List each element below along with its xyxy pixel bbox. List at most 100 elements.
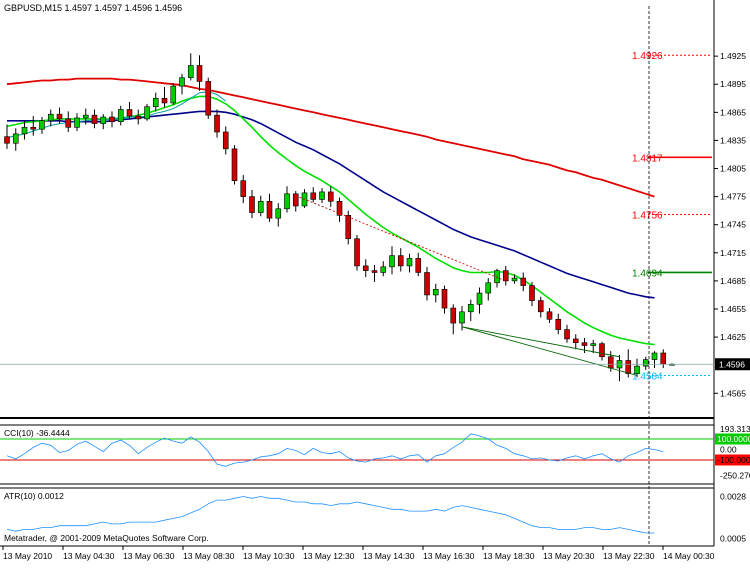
time-tick-label: 13 May 10:30 [243,551,295,561]
bull-candle [511,277,518,282]
candles-group [4,53,675,382]
bear-candle [625,360,632,374]
bear-candle [336,200,343,216]
bear-candle [109,116,115,122]
price-tick-label: 1.4775 [720,192,746,202]
bear-candle [266,200,273,219]
price-tick-label: 1.4805 [720,164,746,174]
bear-candle [529,285,535,301]
bear-candle [135,115,142,120]
ma-50-line [7,110,655,299]
bull-candle [634,365,640,374]
bull-candle [152,97,159,108]
fibo-level-label: 1.4694 [632,268,663,279]
bear-candle [249,196,255,213]
bear-candle [362,265,369,271]
fibo-group: 1.4926 1.4817 1.4756 1.4694 1.4584 [632,6,712,546]
bear-candle [222,131,229,150]
bull-candle [117,109,124,122]
bear-candle [371,270,378,273]
fibo-level-label: 1.4584 [632,371,663,382]
price-tick-label: 1.4835 [720,135,746,145]
time-tick-label: 13 May 2010 [3,551,52,561]
cci-level-box [715,454,750,466]
bull-candle [485,282,492,294]
bull-candle [144,106,150,120]
cci-line [6,433,664,467]
trend-line [295,195,506,282]
bull-candle [389,255,395,268]
price-axis-group: 1.4925 1.4895 1.4865 1.4835 1.4805 1.4775 1.47… [0,51,750,398]
bear-candle [91,114,98,124]
symbol-label: GBPUSD,M15 1.4597 1.4597 1.4596 1.4596 [4,3,182,13]
bull-candle [590,343,597,346]
bull-candle [432,289,439,296]
bull-candle [406,258,413,267]
bear-candle [520,277,527,286]
bear-candle [450,307,457,324]
bull-candle [467,304,474,313]
atr-group: 0.0028 0.0005 [6,491,746,544]
bull-candle [459,311,465,324]
fibo-level-label: 1.4756 [632,210,663,221]
bear-candle [292,193,299,207]
price-tick-label: 1.4685 [720,276,746,286]
bull-candle [100,116,107,124]
bear-candle [424,272,430,296]
time-tick-label: 13 May 04:30 [63,551,115,561]
bear-candle [345,215,352,240]
time-tick-label: 13 May 12:30 [303,551,355,561]
ma-200-line [6,77,655,198]
bull-candle [12,133,19,144]
atr-tick-label: 0.0005 [720,534,746,544]
bear-candle [415,258,422,273]
bear-candle [397,255,404,267]
bear-candle [607,356,614,369]
cci-tick-label: 100.0000 [717,434,750,444]
bear-candle [231,148,238,181]
bull-candle [179,77,185,87]
bull-candle [275,208,282,219]
time-tick-label: 13 May 18:30 [483,551,535,561]
bear-candle [240,180,247,197]
atr-line [6,496,655,534]
bull-candle [257,200,264,213]
bear-candle [214,114,220,133]
bear-candle [196,65,203,82]
bull-candle [74,117,80,128]
moving-averages-group [6,77,655,346]
bull-candle [170,85,177,104]
bear-candle [4,136,10,144]
bull-candle [47,113,54,122]
cci-tick-label: 193.3137 [720,424,750,434]
cci-tick-label: -100.0000 [717,455,750,465]
bull-candle [642,359,649,367]
trend-line [461,326,620,358]
price-tick-label: 1.4625 [720,332,746,342]
bear-candle [205,81,212,116]
bull-candle [476,292,483,305]
time-tick-label: 13 May 16:30 [423,551,475,561]
bull-candle [494,270,500,284]
bear-candle [354,238,360,267]
price-tick-label: 1.4715 [720,248,746,258]
bear-candle [581,342,588,346]
bear-candle [30,127,37,130]
price-tick-label: 1.4925 [720,51,746,61]
bull-candle [284,193,290,210]
price-tick-label: 1.4565 [720,388,746,398]
current-price-box [715,358,750,371]
time-axis-group: 13 May 2010 13 May 04:30 13 May 06:30 13 Ma… [2,546,715,561]
trendlines-group [295,195,638,376]
current-price-label: 1.4596 [719,360,745,370]
fibo-level-label: 1.4926 [632,51,663,62]
bear-candle [161,97,168,104]
bear-candle [537,300,544,313]
bear-candle [660,352,667,365]
atr-tick-label: 0.0028 [720,491,746,501]
bear-candle [555,318,562,330]
main-pane [0,0,714,418]
copyright-label: Metatrader, @ 2001-2009 MetaQuotes Softw… [4,533,209,543]
